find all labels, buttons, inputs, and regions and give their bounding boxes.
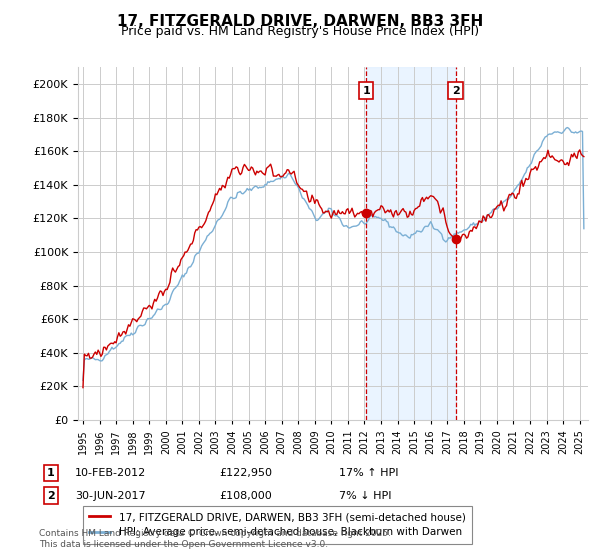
Text: £122,950: £122,950 <box>219 468 272 478</box>
Text: Price paid vs. HM Land Registry's House Price Index (HPI): Price paid vs. HM Land Registry's House … <box>121 25 479 38</box>
Text: 1: 1 <box>47 468 55 478</box>
Legend: 17, FITZGERALD DRIVE, DARWEN, BB3 3FH (semi-detached house), HPI: Average price,: 17, FITZGERALD DRIVE, DARWEN, BB3 3FH (s… <box>83 506 472 544</box>
Text: £108,000: £108,000 <box>219 491 272 501</box>
Text: Contains HM Land Registry data © Crown copyright and database right 2025.
This d: Contains HM Land Registry data © Crown c… <box>39 529 391 549</box>
Text: 2: 2 <box>47 491 55 501</box>
Text: 17, FITZGERALD DRIVE, DARWEN, BB3 3FH: 17, FITZGERALD DRIVE, DARWEN, BB3 3FH <box>117 14 483 29</box>
Text: 7% ↓ HPI: 7% ↓ HPI <box>339 491 391 501</box>
Text: 30-JUN-2017: 30-JUN-2017 <box>75 491 146 501</box>
Text: 10-FEB-2012: 10-FEB-2012 <box>75 468 146 478</box>
Text: 2: 2 <box>452 86 460 96</box>
Text: 1: 1 <box>362 86 370 96</box>
Bar <box>366 67 455 420</box>
Text: 17% ↑ HPI: 17% ↑ HPI <box>339 468 398 478</box>
